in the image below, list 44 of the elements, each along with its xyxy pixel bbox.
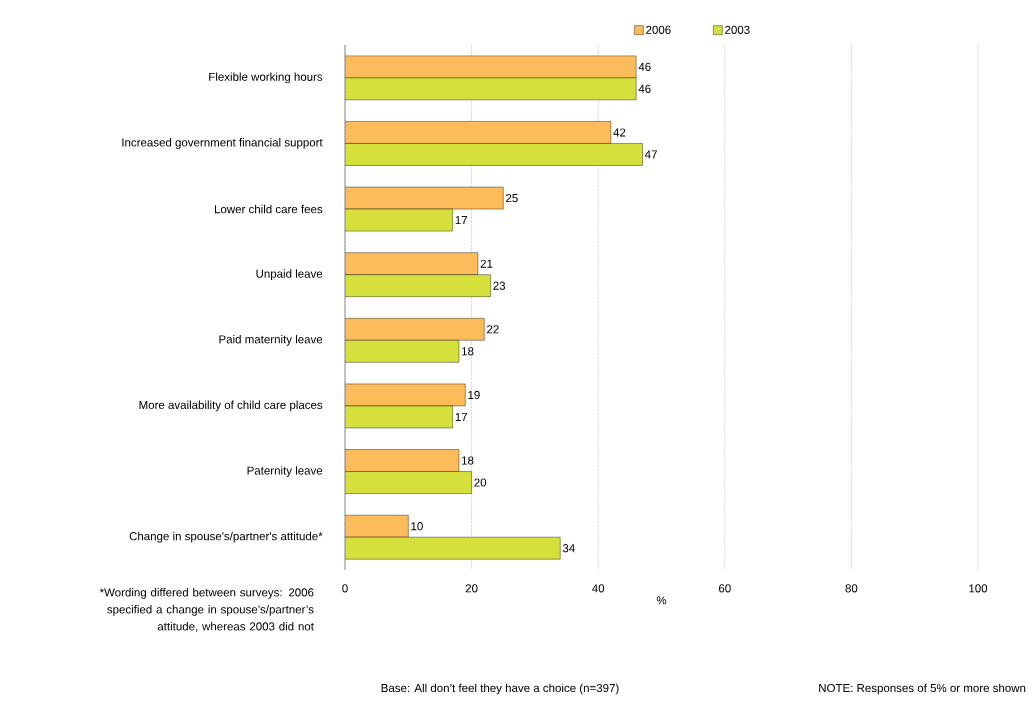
bar — [345, 55, 637, 79]
bar — [345, 186, 504, 210]
data-label: 46 — [638, 62, 651, 71]
bar — [345, 318, 485, 341]
y-tick-label: Lower child care fees — [214, 204, 323, 214]
y-tick-label: Paid maternity leave — [219, 334, 323, 346]
legend-label: 2006 — [646, 25, 671, 34]
text: *Wording differed between surveys: 2006 specified a change in spouse’s/partner’s attitude, whereas 2003 did not — [99, 588, 314, 632]
bar — [345, 383, 466, 407]
text: NOTE: Responses of 5% or more shown — [819, 683, 1026, 695]
y-tick-label: Flexible working hours — [209, 72, 323, 84]
y-tick-label: Increased government financial support — [122, 138, 323, 149]
data-label: 34 — [562, 544, 575, 553]
data-label: 20 — [474, 478, 487, 487]
text: Base: All don’t feel they have a choice (n=397) — [381, 683, 619, 695]
x-tick-label: 60 — [718, 584, 731, 593]
data-label: 18 — [462, 347, 474, 356]
data-label: 47 — [644, 150, 657, 159]
bar — [345, 514, 409, 538]
data-label: 21 — [480, 259, 493, 268]
data-label: 10 — [411, 522, 423, 531]
legend-label: 2003 — [725, 25, 750, 34]
bar — [345, 449, 460, 472]
x-tick-label: 80 — [845, 584, 858, 593]
bar — [345, 121, 612, 144]
x-tick-label: 20 — [465, 584, 478, 593]
bar — [345, 252, 479, 275]
x-axis-title: % — [656, 596, 667, 605]
x-tick-label: 100 — [969, 584, 988, 593]
x-tick-label: 0 — [342, 584, 348, 593]
data-label: 23 — [493, 281, 506, 290]
x-tick-label: 40 — [592, 584, 605, 593]
data-label: 17 — [455, 412, 468, 421]
data-label: 42 — [613, 128, 626, 137]
data-label: 18 — [462, 456, 474, 465]
y-tick-label: Unpaid leave — [256, 269, 323, 281]
data-label: 25 — [506, 193, 518, 203]
data-label: 22 — [487, 325, 499, 334]
y-tick-label: Paternity leave — [247, 466, 323, 477]
data-label: 19 — [468, 390, 480, 399]
data-label: 17 — [455, 216, 468, 225]
y-tick-label: More availability of child care places — [139, 400, 323, 412]
y-tick-label: Change in spouse's/partner's attitude* — [129, 531, 323, 543]
data-label: 46 — [638, 84, 651, 93]
